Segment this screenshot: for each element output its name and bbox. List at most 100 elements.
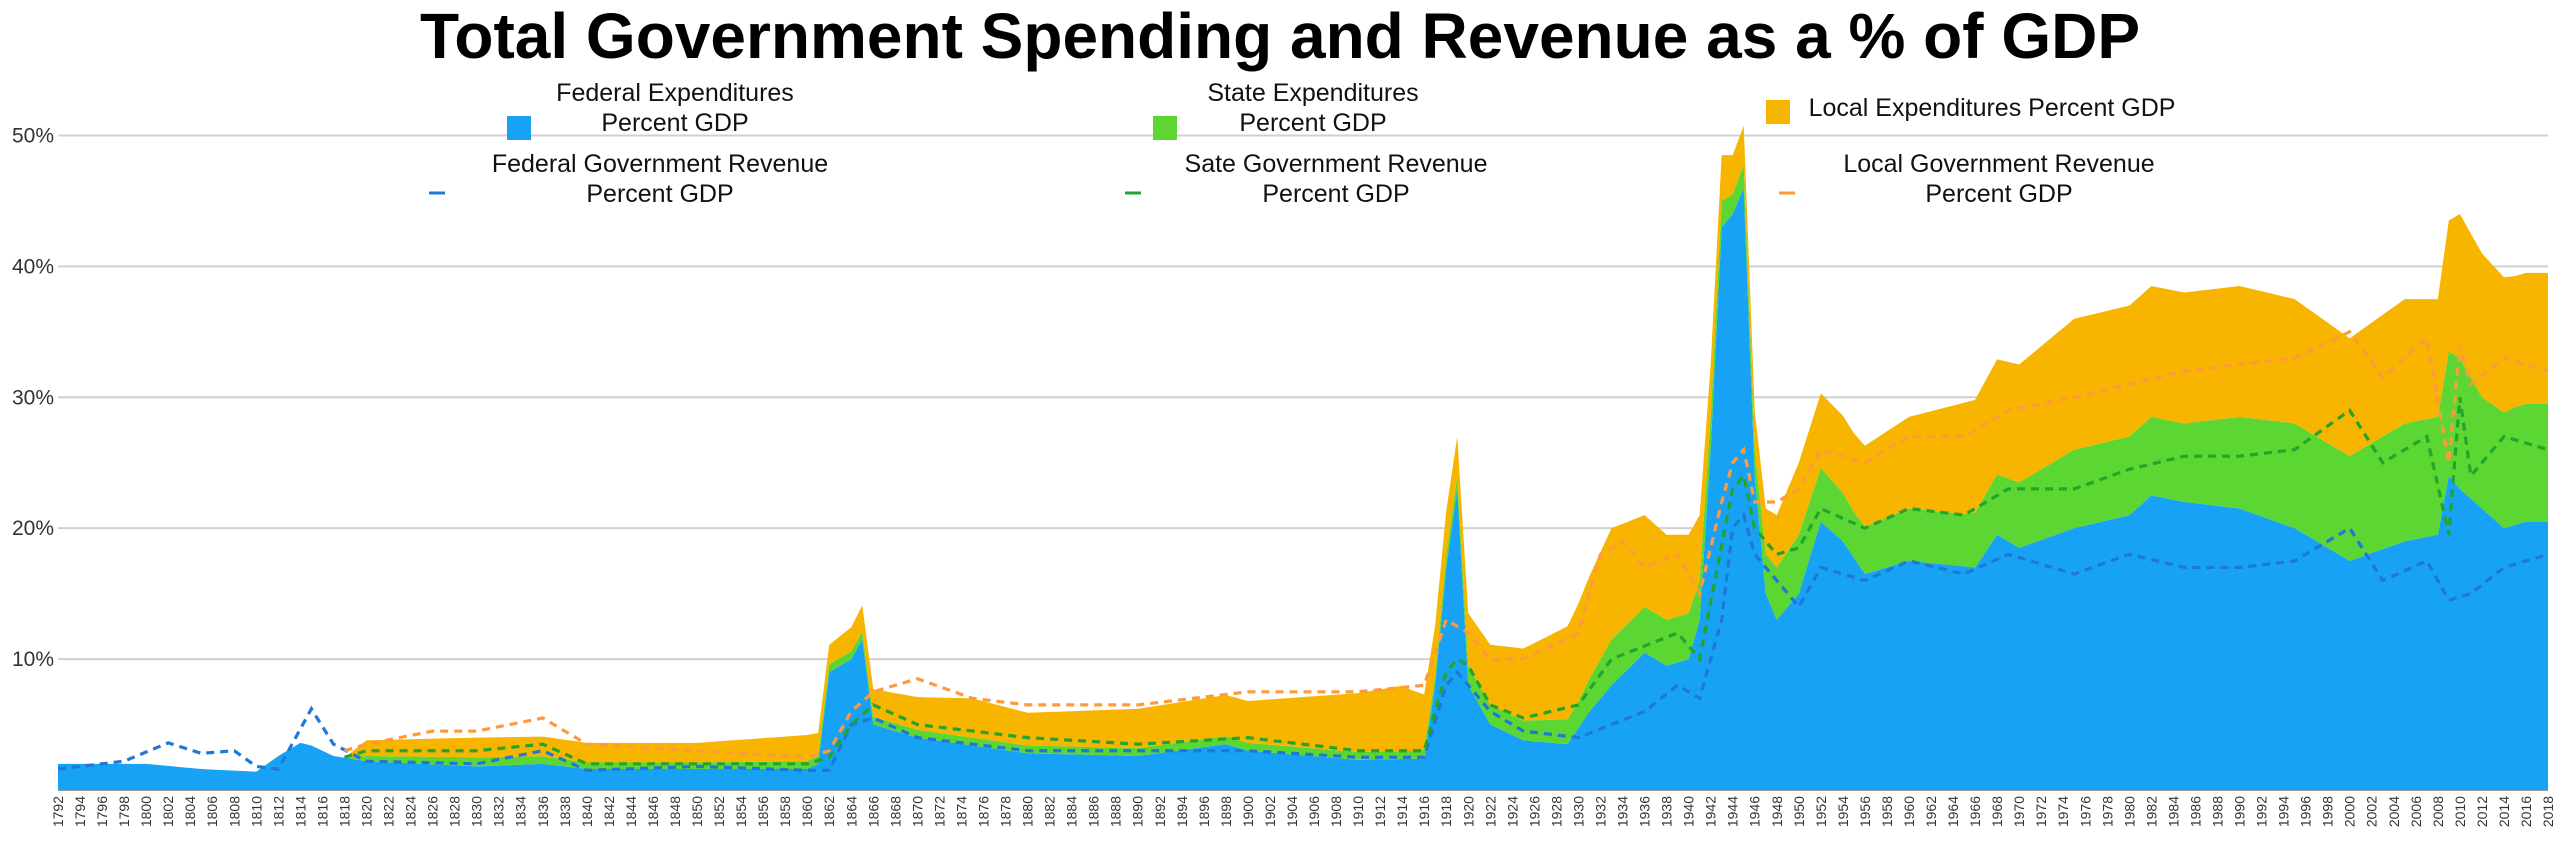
x-tick-label: 2006 bbox=[2408, 796, 2424, 827]
x-tick-label: 1888 bbox=[1108, 796, 1124, 827]
x-tick-label: 1920 bbox=[1460, 796, 1476, 827]
x-tick-label: 1942 bbox=[1703, 796, 1719, 827]
x-tick-label: 1834 bbox=[513, 796, 529, 827]
x-tick-label: 1896 bbox=[1196, 796, 1212, 827]
revenue-lines bbox=[57, 329, 2549, 772]
x-tick-label: 2018 bbox=[2540, 796, 2556, 827]
x-tick-label: 2014 bbox=[2496, 796, 2512, 827]
y-tick-label: 50% bbox=[12, 124, 54, 147]
x-tick-label: 1894 bbox=[1174, 796, 1190, 827]
legend-label: Percent GDP bbox=[1239, 109, 1386, 137]
x-tick-label: 1952 bbox=[1813, 796, 1829, 827]
x-tick-label: 1950 bbox=[1791, 796, 1807, 827]
x-tick-label: 1810 bbox=[248, 796, 264, 827]
x-tick-label: 1872 bbox=[931, 796, 947, 827]
x-tick-label: 1978 bbox=[2099, 796, 2115, 827]
x-tick-label: 1932 bbox=[1592, 796, 1608, 827]
x-tick-label: 1878 bbox=[998, 796, 1014, 827]
legend-label: Local Expenditures Percent GDP bbox=[1809, 94, 2176, 122]
x-tick-label: 1830 bbox=[469, 796, 485, 827]
x-tick-label: 1806 bbox=[204, 796, 220, 827]
legend-swatch bbox=[1766, 100, 1790, 124]
x-tick-label: 1970 bbox=[2011, 796, 2027, 827]
x-tick-label: 1990 bbox=[2232, 796, 2248, 827]
x-tick-label: 1856 bbox=[755, 796, 771, 827]
x-tick-label: 1918 bbox=[1438, 796, 1454, 827]
legend-label: Federal Expenditures bbox=[556, 79, 794, 107]
x-tick-label: 1974 bbox=[2055, 796, 2071, 827]
x-tick-label: 1944 bbox=[1725, 796, 1741, 827]
x-tick-label: 1824 bbox=[403, 796, 419, 827]
x-tick-label: 1908 bbox=[1328, 796, 1344, 827]
legend-swatch bbox=[1153, 116, 1177, 140]
x-tick-label: 1902 bbox=[1262, 796, 1278, 827]
y-tick-label: 10% bbox=[12, 648, 54, 671]
x-tick-label: 1814 bbox=[292, 796, 308, 827]
x-tick-label: 1822 bbox=[381, 796, 397, 827]
y-tick-label: 40% bbox=[12, 255, 54, 278]
x-tick-label: 1994 bbox=[2276, 796, 2292, 827]
x-tick-label: 1930 bbox=[1570, 796, 1586, 827]
x-tick-label: 1826 bbox=[425, 796, 441, 827]
stacked-areas bbox=[58, 125, 2548, 790]
x-tick-label: 1832 bbox=[491, 796, 507, 827]
x-tick-label: 2012 bbox=[2474, 796, 2490, 827]
x-tick-label: 1912 bbox=[1372, 796, 1388, 827]
x-tick-label: 1892 bbox=[1152, 796, 1168, 827]
x-tick-label: 1880 bbox=[1020, 796, 1036, 827]
x-tick-label: 1852 bbox=[711, 796, 727, 827]
x-tick-label: 1998 bbox=[2320, 796, 2336, 827]
y-tick-label: 20% bbox=[12, 517, 54, 540]
x-tick-label: 1886 bbox=[1086, 796, 1102, 827]
x-tick-label: 1938 bbox=[1659, 796, 1675, 827]
x-tick-label: 1928 bbox=[1548, 796, 1564, 827]
x-tick-label: 1798 bbox=[116, 796, 132, 827]
x-tick-label: 1808 bbox=[226, 796, 242, 827]
x-tick-label: 1922 bbox=[1482, 796, 1498, 827]
x-tick-label: 1984 bbox=[2165, 796, 2181, 827]
x-tick-label: 1848 bbox=[667, 796, 683, 827]
x-tick-label: 1962 bbox=[1923, 796, 1939, 827]
x-tick-label: 2010 bbox=[2452, 796, 2468, 827]
legend-label: State Expenditures bbox=[1207, 79, 1418, 107]
revenue-line-2 bbox=[344, 329, 2549, 759]
x-tick-label: 1972 bbox=[2033, 796, 2049, 827]
x-tick-label: 1904 bbox=[1284, 796, 1300, 827]
x-tick-label: 1836 bbox=[535, 796, 551, 827]
x-tick-label: 2004 bbox=[2386, 796, 2402, 827]
y-axis: 10% 20% 30% 40% 50% bbox=[12, 124, 54, 671]
x-tick-label: 1804 bbox=[182, 796, 198, 827]
x-tick-label: 2002 bbox=[2364, 796, 2380, 827]
x-tick-label: 1946 bbox=[1747, 796, 1763, 827]
x-tick-label: 1870 bbox=[909, 796, 925, 827]
chart-title: Total Government Spending and Revenue as… bbox=[420, 0, 2140, 72]
x-tick-label: 1874 bbox=[953, 796, 969, 827]
x-tick-label: 1844 bbox=[623, 796, 639, 827]
x-tick-label: 1986 bbox=[2187, 796, 2203, 827]
x-tick-label: 1842 bbox=[601, 796, 617, 827]
legend-label: Percent GDP bbox=[1262, 180, 1409, 208]
x-axis: 1792 1794 1796 1798 1800 1802 1804 1806 1808 1810… bbox=[50, 796, 2556, 827]
x-tick-label: 1862 bbox=[821, 796, 837, 827]
x-tick-label: 1840 bbox=[579, 796, 595, 827]
x-tick-label: 1882 bbox=[1042, 796, 1058, 827]
x-tick-label: 2000 bbox=[2342, 796, 2358, 827]
legend-label: Sate Government Revenue bbox=[1185, 150, 1488, 178]
x-tick-label: 1802 bbox=[160, 796, 176, 827]
legend-label: Local Government Revenue bbox=[1843, 150, 2154, 178]
x-tick-label: 1876 bbox=[975, 796, 991, 827]
x-tick-label: 1890 bbox=[1130, 796, 1146, 827]
x-tick-label: 1850 bbox=[689, 796, 705, 827]
x-tick-label: 1884 bbox=[1064, 796, 1080, 827]
x-tick-label: 1924 bbox=[1504, 796, 1520, 827]
legend-swatch bbox=[507, 116, 531, 140]
x-tick-label: 1796 bbox=[94, 796, 110, 827]
x-tick-label: 1866 bbox=[865, 796, 881, 827]
x-tick-label: 1948 bbox=[1769, 796, 1785, 827]
x-tick-label: 1988 bbox=[2209, 796, 2225, 827]
x-tick-label: 1960 bbox=[1901, 796, 1917, 827]
x-tick-label: 1916 bbox=[1416, 796, 1432, 827]
legend-label: Percent GDP bbox=[586, 180, 733, 208]
